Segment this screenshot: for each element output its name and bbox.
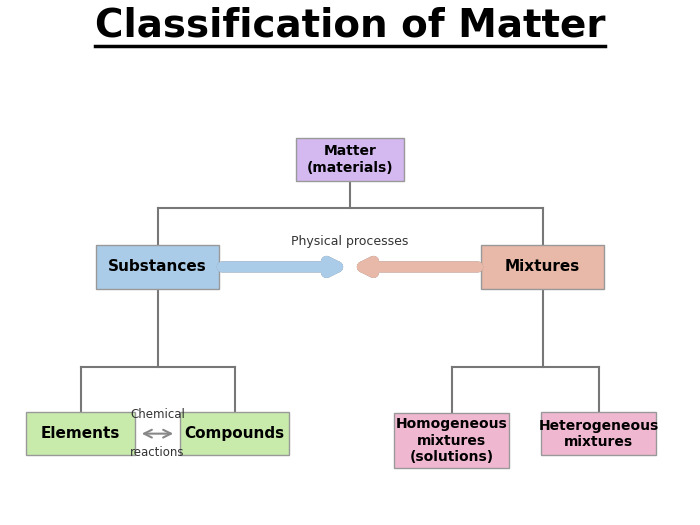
FancyBboxPatch shape	[97, 245, 218, 289]
FancyBboxPatch shape	[540, 412, 657, 455]
FancyBboxPatch shape	[295, 138, 405, 181]
Text: Matter
(materials): Matter (materials)	[307, 144, 393, 175]
Text: Physical processes: Physical processes	[291, 235, 409, 248]
FancyBboxPatch shape	[482, 245, 603, 289]
Text: Substances: Substances	[108, 259, 207, 275]
Text: reactions: reactions	[130, 446, 185, 459]
Text: Heterogeneous
mixtures: Heterogeneous mixtures	[538, 418, 659, 449]
Text: Classification of Matter: Classification of Matter	[94, 7, 606, 45]
FancyBboxPatch shape	[393, 413, 510, 468]
FancyBboxPatch shape	[27, 412, 134, 455]
Text: Homogeneous
mixtures
(solutions): Homogeneous mixtures (solutions)	[395, 417, 508, 464]
Text: Compounds: Compounds	[184, 426, 285, 441]
Text: Chemical: Chemical	[130, 408, 185, 421]
Text: Elements: Elements	[41, 426, 120, 441]
Text: Mixtures: Mixtures	[505, 259, 580, 275]
FancyBboxPatch shape	[181, 412, 288, 455]
